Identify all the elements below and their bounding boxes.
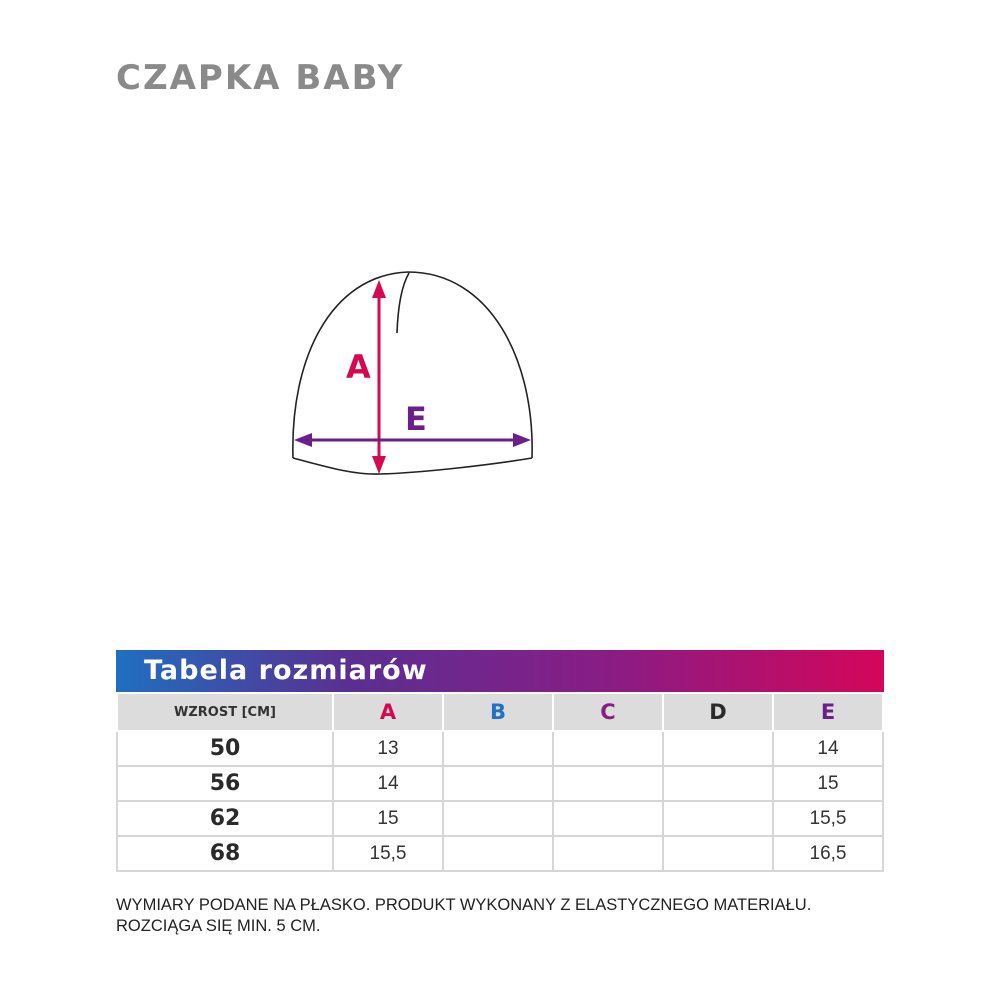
height-cell: 62 — [116, 800, 334, 837]
label-e: E — [405, 400, 427, 438]
table-row: 62 15 15,5 — [116, 800, 884, 837]
hat-seam — [396, 272, 410, 334]
measure-cell — [662, 730, 774, 767]
measure-cell: 14 — [332, 765, 444, 802]
table-row: 68 15,5 16,5 — [116, 835, 884, 872]
measure-cell — [552, 730, 664, 767]
measure-cell — [442, 765, 554, 802]
column-header: WZROST [CM] — [116, 692, 334, 732]
column-header: E — [772, 692, 884, 732]
height-cell: 68 — [116, 835, 334, 872]
hat-bottom-edge — [292, 457, 533, 475]
measure-cell: 15 — [772, 765, 884, 802]
measure-cell — [552, 835, 664, 872]
measure-cell — [552, 800, 664, 837]
product-title: CZAPKA BABY — [116, 58, 405, 98]
measure-cell — [662, 835, 774, 872]
measure-cell — [442, 800, 554, 837]
measure-cell: 15,5 — [772, 800, 884, 837]
column-header: B — [442, 692, 554, 732]
measure-cell — [442, 835, 554, 872]
measure-cell: 14 — [772, 730, 884, 767]
measure-cell: 15,5 — [332, 835, 444, 872]
measure-cell — [552, 765, 664, 802]
size-table: Tabela rozmiarów WZROST [CM] A B C D E 50 13 14 5… — [116, 650, 884, 872]
measure-cell — [442, 730, 554, 767]
column-header: D — [662, 692, 774, 732]
measure-e-arrow — [294, 433, 531, 447]
label-a: A — [346, 348, 371, 386]
measure-cell: 16,5 — [772, 835, 884, 872]
height-cell: 56 — [116, 765, 334, 802]
height-cell: 50 — [116, 730, 334, 767]
note-line: WYMIARY PODANE NA PŁASKO. PRODUKT WYKONA… — [116, 896, 812, 914]
hat-outline — [292, 271, 533, 459]
measure-cell: 13 — [332, 730, 444, 767]
measure-cell — [662, 765, 774, 802]
measure-a-arrow — [372, 280, 386, 474]
table-row: 50 13 14 — [116, 730, 884, 767]
measure-cell: 15 — [332, 800, 444, 837]
note-line: ROZCIĄGA SIĘ MIN. 5 CM. — [116, 917, 321, 935]
table-heading: Tabela rozmiarów — [116, 650, 884, 692]
column-header: C — [552, 692, 664, 732]
table-row: 56 14 15 — [116, 765, 884, 802]
measurement-note: WYMIARY PODANE NA PŁASKO. PRODUKT WYKONA… — [116, 895, 811, 937]
column-header: A — [332, 692, 444, 732]
measure-cell — [662, 800, 774, 837]
table-header-row: WZROST [CM] A B C D E — [116, 692, 884, 732]
